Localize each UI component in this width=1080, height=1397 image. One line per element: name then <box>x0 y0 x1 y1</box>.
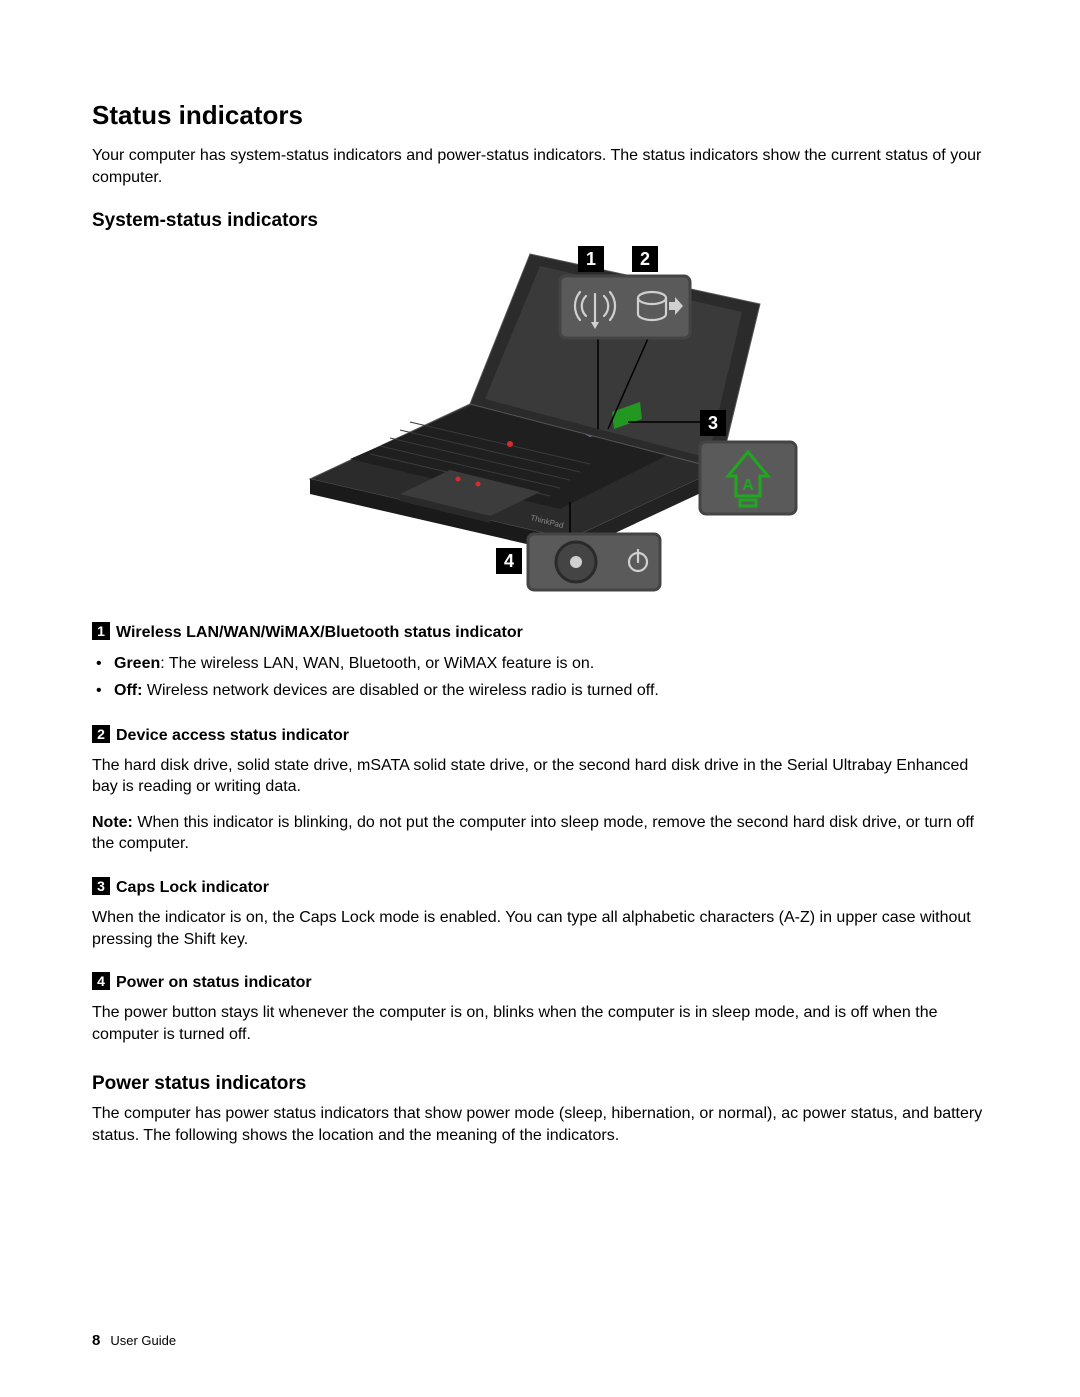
footer-label: User Guide <box>110 1333 176 1348</box>
indicator-1-bullet-green: Green: The wireless LAN, WAN, Bluetooth,… <box>114 652 988 675</box>
indicator-2-desc: The hard disk drive, solid state drive, … <box>92 755 988 798</box>
callout-number-3: 3 <box>92 877 110 895</box>
callout-number-1: 1 <box>92 622 110 640</box>
indicator-1-title: Wireless LAN/WAN/WiMAX/Bluetooth status … <box>116 624 523 641</box>
callout-box-3: A <box>700 442 796 514</box>
indicator-1-bullets: Green: The wireless LAN, WAN, Bluetooth,… <box>92 652 988 702</box>
indicator-4-title: Power on status indicator <box>116 974 312 991</box>
indicator-1-bullet-off: Off: Wireless network devices are disabl… <box>114 679 988 702</box>
indicator-4-heading: 4 Power on status indicator <box>92 972 988 992</box>
svg-text:3: 3 <box>708 413 718 433</box>
callout-label-3: 3 <box>700 410 726 436</box>
callout-label-1: 1 <box>578 246 604 272</box>
section-system-status-heading: System-status indicators <box>92 210 988 232</box>
indicator-2-note: Note: When this indicator is blinking, d… <box>92 812 988 855</box>
callout-label-2: 2 <box>632 246 658 272</box>
callout-box-4 <box>528 534 660 590</box>
intro-text: Your computer has system-status indicato… <box>92 145 988 188</box>
callout-number-2: 2 <box>92 725 110 743</box>
laptop-illustration: ThinkPad <box>310 254 760 554</box>
svg-text:2: 2 <box>640 249 650 269</box>
svg-text:A: A <box>742 477 754 494</box>
section-power-status-body: The computer has power status indicators… <box>92 1103 988 1146</box>
svg-text:1: 1 <box>586 249 596 269</box>
indicator-3-desc: When the indicator is on, the Caps Lock … <box>92 907 988 950</box>
indicator-1-heading: 1 Wireless LAN/WAN/WiMAX/Bluetooth status… <box>92 622 988 642</box>
page-footer: 8 User Guide <box>92 1332 176 1349</box>
indicator-2-heading: 2 Device access status indicator <box>92 725 988 745</box>
svg-text:4: 4 <box>504 551 514 571</box>
indicator-3-heading: 3 Caps Lock indicator <box>92 877 988 897</box>
page-number: 8 <box>92 1332 100 1349</box>
indicator-2-title: Device access status indicator <box>116 727 349 744</box>
callout-box-1-2 <box>560 276 690 338</box>
callout-number-4: 4 <box>92 972 110 990</box>
page-title: Status indicators <box>92 100 988 131</box>
section-power-status-heading: Power status indicators <box>92 1073 988 1095</box>
callout-label-4: 4 <box>496 548 522 574</box>
status-indicator-diagram: ThinkPad <box>92 244 988 594</box>
indicator-4-desc: The power button stays lit whenever the … <box>92 1002 988 1045</box>
indicator-3-title: Caps Lock indicator <box>116 879 269 896</box>
